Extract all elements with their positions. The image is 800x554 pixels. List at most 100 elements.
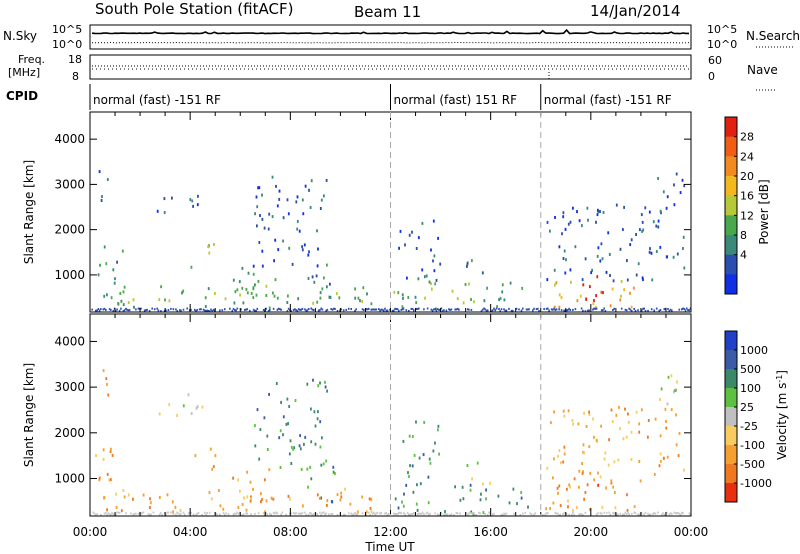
scatter-point (637, 513, 639, 516)
scatter-point (119, 292, 122, 295)
scatter-point (396, 308, 399, 311)
scatter-point (415, 502, 418, 506)
scatter-point (354, 511, 356, 514)
scatter-point (481, 308, 484, 311)
scatter-point (406, 511, 409, 514)
scatter-point (478, 511, 480, 514)
scatter-point (471, 477, 473, 481)
scatter-point (296, 195, 299, 199)
scatter-point (454, 485, 456, 489)
scatter-point (275, 382, 278, 385)
scatter-point (115, 492, 118, 496)
scatter-point (562, 513, 564, 516)
scatter-point (234, 309, 236, 311)
scatter-point (403, 512, 405, 515)
scatter-point (430, 287, 433, 291)
scatter-point (296, 227, 299, 231)
scatter-point (361, 300, 364, 304)
scatter-point (642, 278, 644, 282)
scatter-point (287, 294, 289, 298)
scatter-point (165, 513, 167, 516)
scatter-point (148, 309, 151, 312)
scatter-point (241, 503, 244, 506)
scatter-point (496, 305, 498, 309)
scatter-point (435, 278, 438, 282)
scatter-point (403, 492, 405, 496)
colorbar-tick-label: -25 (740, 420, 758, 433)
station-title: South Pole Station (fitACF) (95, 0, 293, 18)
scatter-point (314, 442, 317, 446)
scatter-point (236, 307, 239, 310)
scatter-point (268, 212, 271, 216)
scatter-point (483, 299, 486, 303)
scatter-point (198, 308, 201, 311)
scatter-point (239, 489, 241, 493)
scatter-point (379, 309, 381, 312)
scatter-point (655, 307, 658, 310)
scatter-point (115, 513, 117, 516)
scatter-point (660, 387, 663, 391)
scatter-point (137, 307, 140, 310)
scatter-point (585, 425, 588, 428)
scatter-point (357, 296, 360, 300)
scatter-point (499, 296, 502, 300)
scatter-point (554, 309, 557, 311)
scatter-point (493, 307, 495, 310)
freq-label: Freq. (18, 53, 45, 66)
scatter-point (558, 484, 561, 488)
scatter-point (419, 512, 421, 515)
scatter-point (315, 274, 318, 278)
scatter-point (683, 468, 685, 472)
scatter-point (565, 309, 568, 312)
scatter-point (242, 513, 245, 516)
scatter-point (255, 293, 258, 297)
scatter-point (436, 308, 439, 311)
scatter-point (562, 211, 565, 215)
velocity-colorbar: 1000 500 100 25 -25 -100 -500 -1000 (724, 330, 772, 503)
scatter-point (571, 419, 574, 422)
scatter-point (305, 513, 307, 516)
scatter-point (352, 513, 355, 516)
scatter-point (332, 307, 335, 310)
scatter-point (132, 513, 135, 516)
scatter-point (216, 513, 219, 516)
scatter-point (580, 307, 583, 310)
scatter-point (658, 464, 661, 468)
scatter-point (408, 474, 410, 478)
scatter-point (568, 513, 570, 516)
scatter-point (428, 280, 431, 284)
scatter-point (676, 252, 679, 256)
scatter-point (482, 482, 484, 486)
scatter-point (160, 285, 162, 289)
scatter-point (271, 215, 274, 219)
scatter-point (254, 283, 256, 287)
scatter-point (428, 513, 430, 516)
scatter-point (245, 508, 248, 512)
scatter-point (196, 405, 199, 409)
scatter-point (512, 309, 514, 312)
scatter-point (543, 308, 545, 310)
scatter-point (588, 410, 590, 414)
scatter-point (603, 457, 606, 461)
scatter-point (569, 309, 572, 311)
scatter-point (252, 264, 255, 268)
scatter-point (351, 513, 354, 516)
scatter-point (667, 308, 669, 310)
scatter-point (629, 291, 631, 295)
scatter-point (566, 487, 568, 491)
scatter-point (180, 309, 182, 312)
scatter-point (642, 228, 645, 232)
scatter-point (313, 280, 316, 284)
scatter-point (224, 297, 227, 301)
scatter-point (678, 512, 681, 515)
scatter-point (394, 307, 396, 310)
scatter-point (437, 424, 440, 428)
scatter-point (666, 455, 669, 459)
scatter-point (563, 512, 565, 515)
scatter-point (639, 479, 642, 483)
scatter-point (108, 308, 111, 311)
scatter-point (422, 453, 425, 457)
scatter-point (121, 249, 124, 253)
scatter-point (252, 487, 254, 491)
scatter-point (438, 308, 440, 311)
